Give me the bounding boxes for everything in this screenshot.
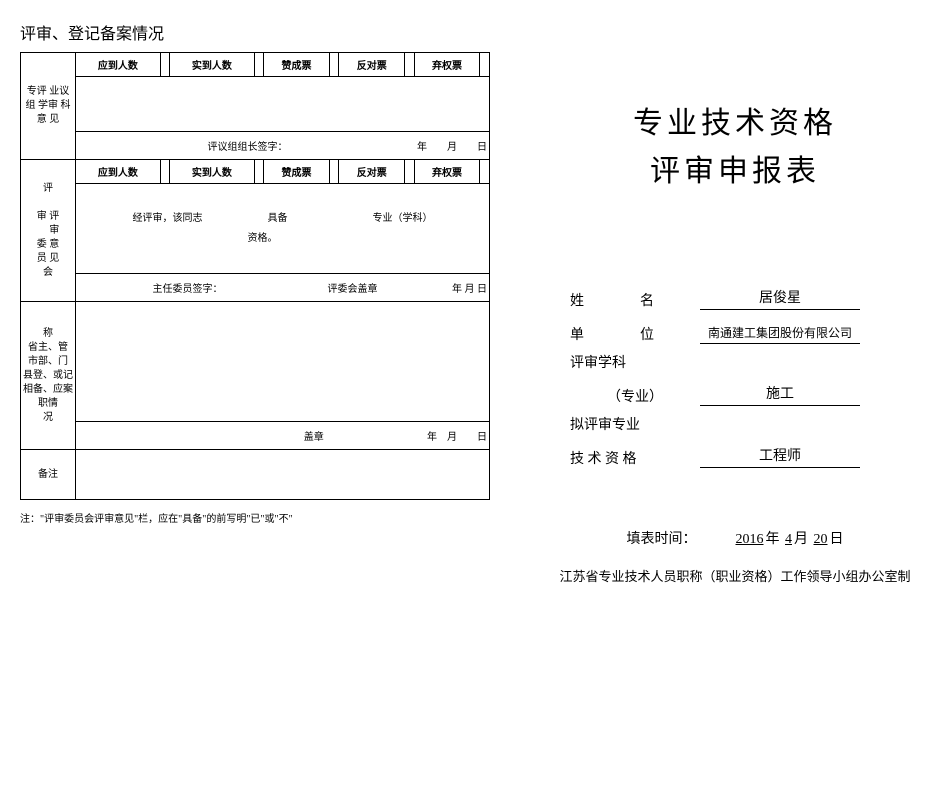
block1-date: 年 月 日 (417, 138, 487, 153)
col-v2a (254, 53, 263, 77)
block1-sig-label: 评议组组长签字： (208, 142, 288, 153)
col-h4: 反对票 (339, 53, 405, 77)
qual-value: 工程师 (700, 445, 860, 468)
unit-label: 单 位 (570, 324, 700, 344)
col-h1b: 应到人数 (76, 160, 161, 184)
b3-sig-date: 年 月 日 (427, 428, 487, 443)
col-h5: 弃权票 (414, 53, 480, 77)
b2-line1a: 经评审，该同志 (133, 213, 203, 224)
fill-date-year: 2016 (734, 532, 766, 547)
b2-line1c: 专业（学科） (373, 213, 433, 224)
fd-m: 月 (794, 532, 808, 547)
fill-date-month: 4 (783, 532, 794, 547)
col-h2b: 实到人数 (170, 160, 255, 184)
col-h4b: 反对票 (339, 160, 405, 184)
block1-row-label: 专评 业议 组 学审 科意 见 (21, 53, 76, 160)
review-table: 专评 业议 组 学审 科意 见 应到人数 实到人数 赞成票 反对票 弃权票 评议… (20, 52, 490, 500)
footnote: 注："评审委员会评审意见"栏，应在"具备"的前写明"已"或"不" (20, 510, 490, 525)
cover-title: 专业技术资格 评审申报表 (550, 100, 920, 196)
col-v5a (480, 53, 490, 77)
b2-line2: 资格。 (248, 233, 278, 244)
name-label: 姓 名 (570, 290, 700, 310)
fill-date: 填表时间： 2016年 4月 20日 (550, 528, 920, 548)
b2-sig-a: 主任委员签字： (153, 284, 223, 295)
block1-body (76, 77, 490, 132)
col-v2b (254, 160, 263, 184)
fill-date-day: 20 (812, 532, 830, 547)
block1-sig: 评议组组长签字： 年 月 日 (76, 132, 490, 160)
fd-y: 年 (766, 532, 780, 547)
b2-sig-date: 年 月 日 (452, 280, 487, 295)
block3-body (76, 302, 490, 422)
block2-row-label: 评 审 评 审 委 意 员 见 会 (21, 160, 76, 302)
unit-value: 南通建工集团股份有限公司 (700, 324, 860, 344)
col-v3a (329, 53, 338, 77)
col-h3: 赞成票 (264, 53, 330, 77)
cover-title-2: 评审申报表 (550, 148, 920, 196)
col-v4b (405, 160, 414, 184)
block4-row-label: 备注 (21, 450, 76, 500)
name-value: 居俊星 (700, 287, 860, 310)
block2-row-label-a: 评 (43, 183, 53, 194)
section-title: 评审、登记备案情况 (20, 20, 490, 44)
col-h3b: 赞成票 (264, 160, 330, 184)
col-h1: 应到人数 (76, 53, 161, 77)
block3-row-label: 称 省主、管 市部、门 县登、或记 相备、应案 职情 况 (21, 302, 76, 450)
block2-sig: 主任委员签字： 评委会盖章 年 月 日 (76, 274, 490, 302)
b3-sig-b: 盖章 (304, 432, 324, 443)
subject-label-2: （专业） (570, 386, 700, 406)
col-h2: 实到人数 (170, 53, 255, 77)
col-v4a (405, 53, 414, 77)
subject-value: 施工 (700, 383, 860, 406)
block3-sig: 盖章 年 月 日 (76, 422, 490, 450)
cover-fields: 姓 名 居俊星 单 位 南通建工集团股份有限公司 评审学科 （专业） 施工 拟评… (570, 286, 920, 468)
col-v5b (480, 160, 490, 184)
issuer: 江苏省专业技术人员职称（职业资格）工作领导小组办公室制 (550, 566, 920, 585)
cover-title-1: 专业技术资格 (550, 100, 920, 148)
block4-body (76, 450, 490, 500)
col-h5b: 弃权票 (414, 160, 480, 184)
b2-sig-b: 评委会盖章 (328, 284, 378, 295)
fd-d: 日 (830, 532, 844, 547)
col-v3b (329, 160, 338, 184)
b2-line1b: 具备 (268, 213, 288, 224)
col-v1b (160, 160, 169, 184)
qual-label-2: 技 术 资 格 (570, 448, 700, 468)
col-v1a (160, 53, 169, 77)
block2-row-label-b: 审 评 审 委 意 员 见 会 (37, 211, 60, 278)
block2-body: 经评审，该同志 具备 专业（学科） 资格。 (76, 184, 490, 274)
subject-label-1: 评审学科 (570, 352, 700, 372)
fill-date-label: 填表时间： (627, 532, 697, 547)
qual-label-1: 拟评审专业 (570, 414, 700, 434)
